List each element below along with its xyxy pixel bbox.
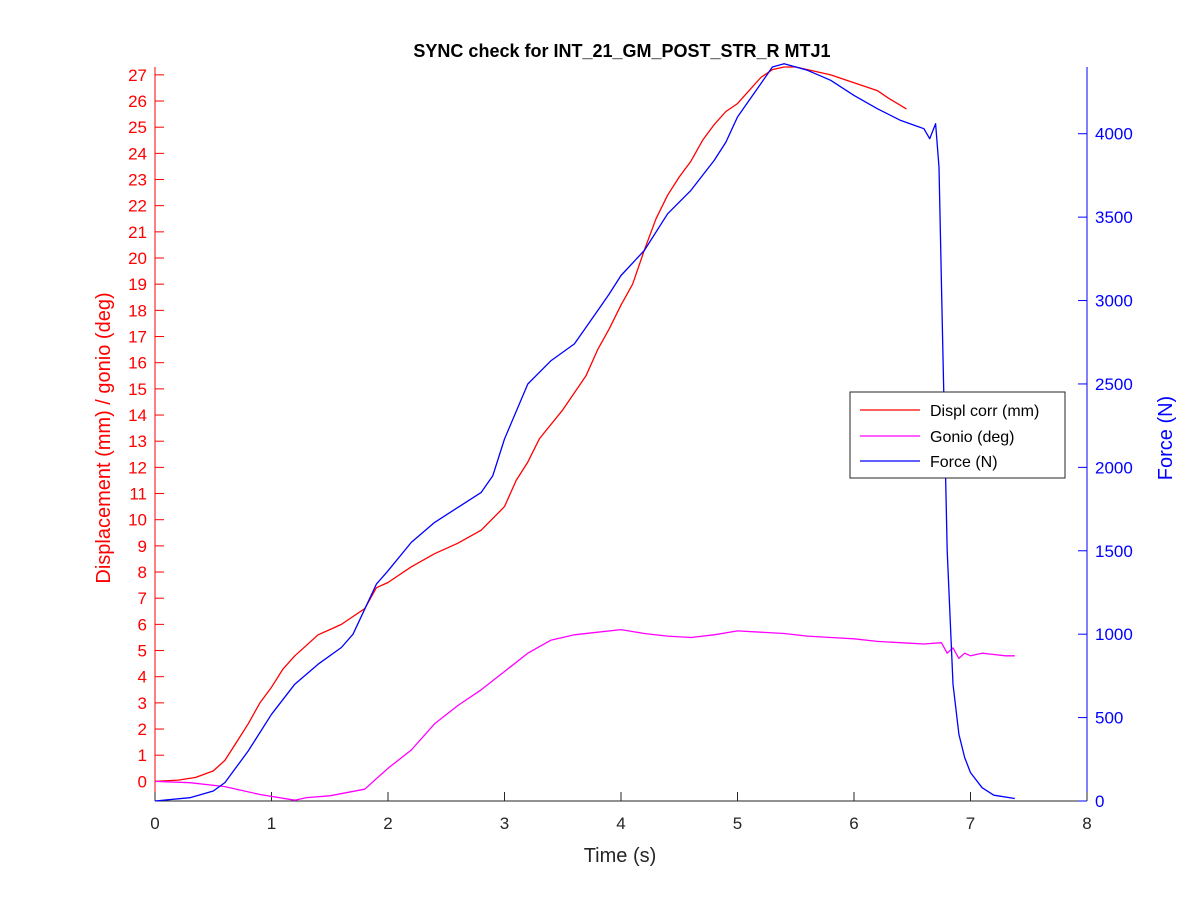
x-tick-label: 0 bbox=[150, 814, 159, 833]
x-tick-label: 5 bbox=[733, 814, 742, 833]
left-tick-label: 11 bbox=[129, 485, 147, 504]
left-tick-label: 14 bbox=[128, 406, 147, 425]
right-tick-label: 1000 bbox=[1095, 625, 1133, 644]
left-tick-label: 1 bbox=[138, 746, 147, 765]
x-tick-label: 1 bbox=[267, 814, 276, 833]
left-tick-label: 12 bbox=[128, 458, 147, 477]
legend-label-force: Force (N) bbox=[930, 454, 998, 471]
left-tick-label: 20 bbox=[128, 249, 147, 268]
left-tick-label: 24 bbox=[128, 144, 147, 163]
left-tick-label: 27 bbox=[128, 66, 147, 85]
left-tick-label: 21 bbox=[128, 223, 147, 242]
right-tick-label: 2500 bbox=[1095, 375, 1133, 394]
legend-label-gonio: Gonio (deg) bbox=[930, 429, 1015, 446]
right-tick-label: 3500 bbox=[1095, 208, 1133, 227]
left-tick-label: 5 bbox=[138, 642, 147, 661]
left-tick-label: 9 bbox=[138, 537, 147, 556]
x-tick-label: 3 bbox=[500, 814, 509, 833]
series-line-gonio bbox=[154, 628, 1015, 801]
left-tick-label: 16 bbox=[128, 354, 147, 373]
left-tick-label: 6 bbox=[138, 615, 147, 634]
x-tick-label: 2 bbox=[383, 814, 392, 833]
right-tick-label: 0 bbox=[1095, 792, 1104, 811]
left-tick-label: 4 bbox=[138, 668, 147, 687]
right-axis-ticks: 0 500 1000 1500 2000 2500 3000 3500 4000 bbox=[1078, 125, 1133, 811]
legend-label-displ: Displ corr (mm) bbox=[930, 403, 1039, 420]
right-tick-label: 3000 bbox=[1095, 292, 1133, 311]
legend: Displ corr (mm) Gonio (deg) Force (N) bbox=[849, 391, 1066, 479]
chart-title: SYNC check for INT_21_GM_POST_STR_R MTJ1 bbox=[413, 41, 830, 61]
series-layer bbox=[154, 63, 1015, 802]
x-tick-label: 6 bbox=[849, 814, 858, 833]
left-tick-label: 0 bbox=[138, 772, 147, 791]
left-tick-label: 26 bbox=[128, 92, 147, 111]
right-tick-label: 2000 bbox=[1095, 458, 1133, 477]
x-tick-label: 8 bbox=[1082, 814, 1091, 833]
left-tick-label: 23 bbox=[128, 171, 147, 190]
left-tick-label: 15 bbox=[128, 380, 147, 399]
x-axis-ticks: 0 1 2 3 4 5 6 7 8 bbox=[150, 792, 1092, 833]
left-tick-label: 8 bbox=[138, 563, 147, 582]
left-tick-label: 2 bbox=[138, 720, 147, 739]
series-line-force bbox=[154, 63, 1015, 802]
right-tick-label: 500 bbox=[1095, 709, 1123, 728]
left-axis-ticks: 0123456789101112131415161718192021222324… bbox=[128, 66, 164, 791]
x-tick-label: 7 bbox=[966, 814, 975, 833]
legend-box bbox=[849, 391, 1066, 479]
x-tick-label: 4 bbox=[616, 814, 625, 833]
right-tick-label: 1500 bbox=[1095, 542, 1133, 561]
left-tick-label: 10 bbox=[128, 511, 147, 530]
series-line-displ bbox=[154, 66, 907, 783]
left-tick-label: 22 bbox=[128, 197, 147, 216]
left-tick-label: 7 bbox=[138, 589, 147, 608]
left-tick-label: 18 bbox=[128, 301, 147, 320]
left-tick-label: 13 bbox=[128, 432, 147, 451]
x-axis-label: Time (s) bbox=[584, 845, 657, 867]
right-axis-label: Force (N) bbox=[1155, 396, 1177, 480]
left-tick-label: 17 bbox=[128, 328, 147, 347]
left-tick-label: 19 bbox=[128, 275, 147, 294]
left-tick-label: 3 bbox=[138, 694, 147, 713]
left-axis-label: Displacement (mm) / gonio (deg) bbox=[93, 292, 115, 583]
left-tick-label: 25 bbox=[128, 118, 147, 137]
right-tick-label: 4000 bbox=[1095, 125, 1133, 144]
